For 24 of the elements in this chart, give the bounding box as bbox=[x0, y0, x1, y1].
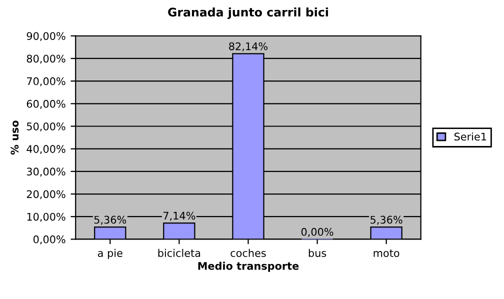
y-tick-label: 70,00% bbox=[27, 77, 66, 86]
x-tick-label: bicicleta bbox=[158, 248, 200, 257]
y-tick-label: 80,00% bbox=[26, 54, 66, 64]
chart-title: Granada junto carril bici bbox=[168, 7, 328, 19]
y-axis-title: % uso bbox=[10, 120, 19, 155]
x-tick-label: a pie bbox=[98, 248, 122, 260]
y-tick-label: 20,00% bbox=[26, 190, 66, 200]
legend-label: Serie1 bbox=[454, 132, 486, 141]
y-tick-label: 60,00% bbox=[26, 100, 66, 109]
data-label: 5,36% bbox=[94, 216, 126, 225]
y-tick-label: 50,00% bbox=[26, 122, 66, 132]
x-tick-label: coches bbox=[230, 248, 266, 257]
y-tick-label: 10,00% bbox=[27, 212, 66, 222]
y-tick-label: 40,00% bbox=[26, 145, 66, 154]
y-tick-label: 0,00% bbox=[33, 235, 66, 244]
data-label: 7,14% bbox=[163, 212, 196, 221]
x-tick-label: bus bbox=[308, 248, 326, 257]
data-label: 0,00% bbox=[301, 228, 334, 237]
y-tick-label: 30,00% bbox=[26, 168, 66, 177]
x-tick-label: moto bbox=[374, 250, 400, 257]
x-axis-title: Medio transporte bbox=[198, 262, 299, 272]
data-label: 82,14% bbox=[229, 42, 268, 52]
data-label: 5,36% bbox=[370, 216, 402, 225]
y-tick-label: 90,00% bbox=[26, 32, 66, 42]
